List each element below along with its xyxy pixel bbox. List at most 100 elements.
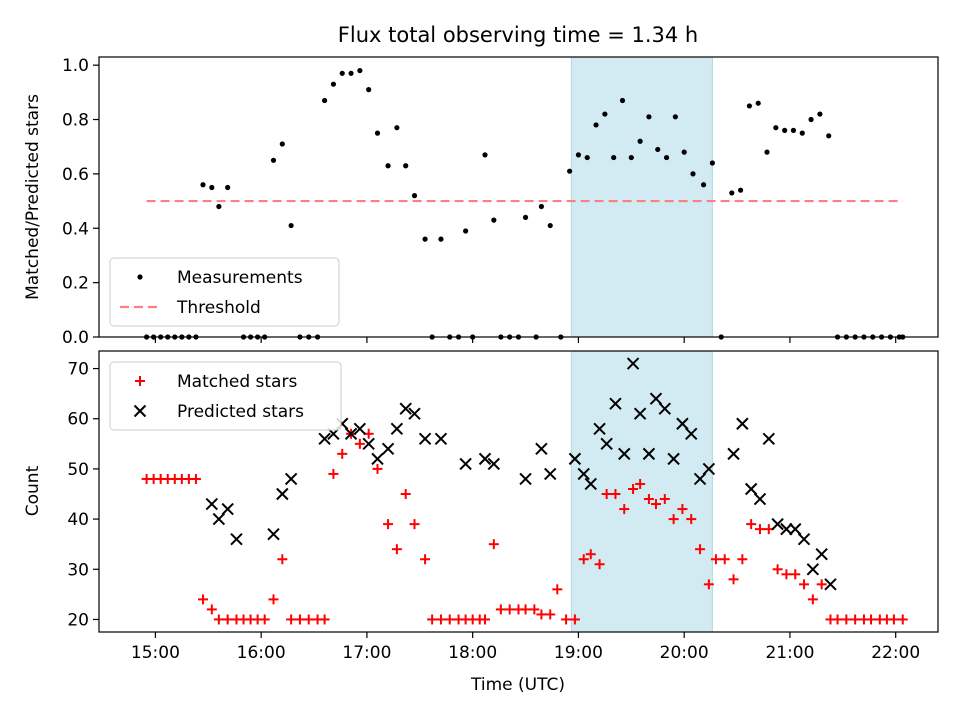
predicted-stars-point <box>434 432 448 446</box>
xtick-label: 15:00 <box>131 643 180 663</box>
legend-label: Threshold <box>176 298 261 318</box>
matched-stars-point <box>354 438 365 449</box>
predicted-stars-point <box>478 452 492 466</box>
matched-stars-point <box>772 564 783 575</box>
count-panel-frame <box>98 350 939 633</box>
matched-stars-point <box>294 614 305 625</box>
measurement-point <box>628 154 634 161</box>
matched-stars-point <box>520 604 531 615</box>
xtick-label: 22:00 <box>871 643 920 663</box>
measurement-point <box>225 184 231 191</box>
predicted-stars-point <box>762 432 775 446</box>
matched-stars-point <box>737 554 748 565</box>
predicted-stars-point <box>815 548 828 561</box>
matched-stars-point <box>495 604 506 615</box>
matched-stars-point <box>695 544 706 555</box>
measurement-point <box>681 149 687 155</box>
measurement-point <box>357 67 363 74</box>
matched-stars-point <box>391 544 402 555</box>
measurement-point <box>690 171 696 177</box>
matched-stars-point <box>569 614 580 625</box>
predicted-stars-point <box>806 563 820 576</box>
measurement-point <box>817 111 823 117</box>
matched-stars-point <box>781 569 792 580</box>
measurement-point <box>567 168 573 174</box>
matched-stars-point <box>409 519 420 530</box>
matched-stars-point <box>268 594 279 605</box>
count-ytick-label: 50 <box>67 460 89 480</box>
matched-stars-point <box>686 514 697 525</box>
predicted-stars-point <box>459 457 472 471</box>
predicted-stars-point <box>487 457 501 471</box>
measurement-point <box>584 154 590 161</box>
measurement-point <box>216 203 222 210</box>
xtick-label: 19:00 <box>554 643 603 663</box>
matched-stars-point <box>383 519 394 530</box>
measurement-point <box>547 222 553 229</box>
predicted-stars-point <box>744 482 758 496</box>
predicted-stars-point <box>685 427 698 441</box>
measurement-point <box>746 103 753 109</box>
ratio-highlight-span <box>570 56 713 338</box>
measurement-point <box>672 114 678 120</box>
measurement-point <box>279 141 285 147</box>
predicted-stars-point <box>780 522 793 536</box>
measurement-point <box>385 163 391 169</box>
ratio-legend: Measurements Threshold <box>109 257 340 327</box>
matched-stars-point <box>337 448 348 459</box>
measurement-point <box>799 130 805 136</box>
ratio-ytick-label: 0.2 <box>62 274 89 294</box>
ratio-legend-box <box>109 257 340 327</box>
measurement-point <box>374 130 381 136</box>
matched-stars-point <box>628 483 639 494</box>
matched-stars-point <box>328 468 339 479</box>
predicted-stars-point <box>371 452 384 466</box>
predicted-stars-point <box>609 397 622 410</box>
ratio-panel-frame <box>98 56 939 338</box>
measurement-point <box>790 127 797 133</box>
matched-stars-point <box>650 499 661 510</box>
predicted-stars-point <box>789 522 802 536</box>
predicted-stars-point <box>797 532 811 546</box>
predicted-stars-point <box>568 452 582 466</box>
ratio-ytick-label: 0.0 <box>62 328 89 348</box>
count-highlight-span <box>570 350 713 633</box>
ratio-ytick-label: 1.0 <box>62 56 89 76</box>
predicted-stars-point <box>618 447 631 461</box>
matched-stars-point <box>372 463 383 474</box>
measurement-point <box>438 236 444 242</box>
measurement-point <box>522 214 529 220</box>
measurement-point <box>602 111 608 117</box>
predicted-stars-point <box>318 432 331 446</box>
predicted-stars-point <box>408 407 421 420</box>
predicted-stars-point <box>649 392 663 405</box>
matched-stars-point <box>552 584 563 595</box>
matched-stars-point <box>746 519 757 530</box>
matched-stars-point <box>832 614 843 625</box>
matched-stars-point <box>480 614 491 625</box>
measurement-point <box>366 87 372 93</box>
x-axis-label: Time (UTC) <box>470 675 565 695</box>
predicted-stars-point <box>284 472 298 486</box>
predicted-stars-point <box>771 517 784 531</box>
predicted-stars-point <box>593 422 606 435</box>
matched-stars-point <box>259 614 270 625</box>
measurement-point <box>663 154 670 161</box>
measurement-point <box>611 154 617 161</box>
measurement-point <box>330 81 337 87</box>
matched-stars-point <box>866 614 877 625</box>
predicted-stars-point <box>344 427 358 441</box>
ratio-ytick-label: 0.8 <box>62 111 89 131</box>
matched-stars-point <box>594 559 605 570</box>
measurement-point <box>637 138 643 144</box>
predicted-stars-point <box>727 447 740 461</box>
matched-stars-point <box>222 614 233 625</box>
ratio-panel-ylabel: Matched/Predicted stars <box>23 94 43 300</box>
predicted-stars-point <box>519 472 532 486</box>
predicted-stars-point <box>399 402 412 415</box>
measurement-point <box>482 152 488 158</box>
matched-stars-point <box>488 539 499 550</box>
matched-stars-point <box>635 478 646 489</box>
count-legend-box <box>109 361 342 431</box>
predicted-stars-point <box>824 578 837 591</box>
